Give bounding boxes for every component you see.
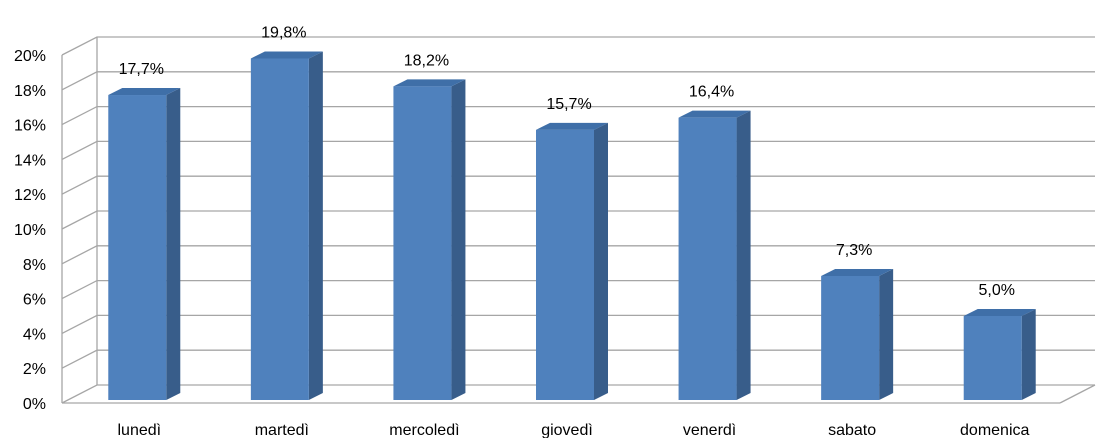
bar-front bbox=[678, 117, 737, 400]
bar-top bbox=[250, 51, 323, 59]
y-tick-label: 12% bbox=[14, 187, 46, 204]
bar bbox=[393, 79, 466, 400]
y-tick-label: 0% bbox=[23, 396, 46, 413]
bar-top bbox=[821, 268, 894, 276]
bar-side bbox=[736, 110, 751, 400]
y-tick-label: 16% bbox=[14, 118, 46, 135]
category-label: giovedì bbox=[541, 422, 593, 438]
bar-top bbox=[393, 79, 466, 87]
category-labels: lunedì martedì mercoledì giovedì venerdì saba… bbox=[117, 422, 1029, 438]
bar bbox=[250, 51, 323, 400]
y-tick-label: 10% bbox=[14, 222, 46, 239]
bar-top bbox=[536, 122, 608, 130]
y-tick-labels: 0% 2% 4% 6% 8% 10% 12% 14% 16% 18% 20% bbox=[14, 48, 46, 413]
bars bbox=[108, 51, 1036, 401]
bar bbox=[678, 110, 751, 400]
bar-front bbox=[108, 95, 167, 401]
category-label: sabato bbox=[828, 422, 876, 438]
bar bbox=[536, 122, 608, 400]
bar-side bbox=[594, 122, 608, 400]
bar-side bbox=[308, 51, 323, 400]
bar bbox=[821, 268, 894, 400]
data-labels: 17,7% 19,8% 18,2% 15,7% 16,4% 7,3% 5,0% bbox=[119, 24, 1015, 299]
category-label: martedì bbox=[255, 422, 309, 438]
bar-front bbox=[536, 129, 594, 400]
y-tick-label: 14% bbox=[14, 152, 46, 169]
bar-top bbox=[963, 309, 1036, 316]
bar bbox=[963, 309, 1036, 400]
y-tick-label: 6% bbox=[23, 292, 46, 309]
bar-side bbox=[166, 88, 181, 401]
bar-front bbox=[393, 86, 452, 400]
bar-top bbox=[678, 110, 751, 118]
y-tick-label: 20% bbox=[14, 48, 46, 65]
data-label: 15,7% bbox=[546, 96, 591, 113]
floor-right-edge bbox=[1059, 384, 1096, 404]
bar-top bbox=[108, 88, 181, 96]
data-label: 17,7% bbox=[119, 61, 164, 78]
gridline bbox=[61, 36, 1095, 56]
data-label: 5,0% bbox=[978, 282, 1014, 299]
y-tick-label: 18% bbox=[14, 83, 46, 100]
bar-side bbox=[451, 79, 466, 400]
category-label: mercoledì bbox=[389, 422, 459, 438]
bar bbox=[108, 88, 181, 401]
data-label: 16,4% bbox=[689, 84, 734, 101]
y-tick-label: 2% bbox=[23, 361, 46, 378]
data-label: 18,2% bbox=[404, 52, 449, 69]
category-label: lunedì bbox=[117, 422, 161, 438]
y-tick-label: 8% bbox=[23, 257, 46, 274]
bar-front bbox=[821, 275, 880, 400]
bar-front bbox=[250, 58, 309, 400]
category-label: venerdì bbox=[683, 422, 736, 438]
y-tick-label: 4% bbox=[23, 326, 46, 343]
axes bbox=[61, 37, 1096, 404]
bar-front bbox=[963, 316, 1022, 400]
bar-side bbox=[879, 268, 894, 400]
data-label: 7,3% bbox=[836, 242, 872, 259]
category-label: domenica bbox=[960, 422, 1029, 438]
bar-side bbox=[1021, 309, 1036, 400]
gridline bbox=[61, 71, 1095, 91]
data-label: 19,8% bbox=[261, 24, 306, 41]
